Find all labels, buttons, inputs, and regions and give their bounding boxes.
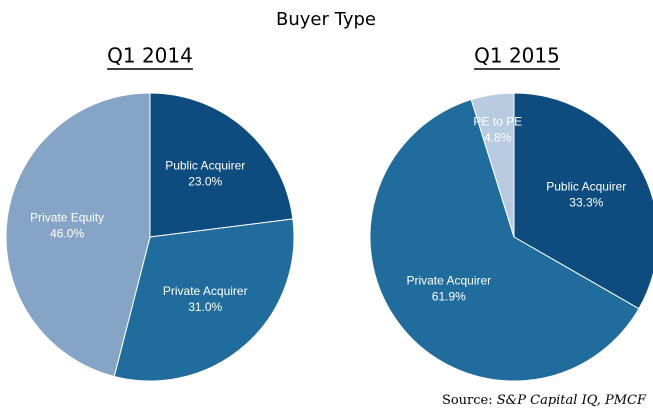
pie-slice — [149, 92, 294, 238]
slice-label: Public Acquirer — [165, 159, 245, 173]
slice-value-label: 33.3% — [569, 195, 603, 209]
pie-slice — [113, 218, 295, 382]
pie-slice — [513, 92, 653, 310]
slice-label: Public Acquirer — [546, 179, 626, 193]
slice-label: Private Acquirer — [163, 284, 248, 298]
slice-value-label: 46.0% — [50, 227, 84, 241]
source-prefix: Source: — [442, 393, 493, 408]
pie-slice — [369, 98, 640, 382]
pie-title: Q1 2015 — [474, 44, 560, 68]
pie-slice — [5, 92, 151, 378]
pie-slice — [470, 92, 515, 238]
pie-title: Q1 2014 — [107, 44, 193, 68]
source-names: S&P Capital IQ, PMCF — [497, 393, 647, 408]
slice-value-label: 61.9% — [432, 289, 466, 303]
slice-value-label: 4.8% — [484, 130, 512, 144]
slice-label: Private Equity — [30, 211, 104, 225]
slice-label: PE to PE — [473, 114, 522, 128]
slice-value-label: 31.0% — [188, 300, 222, 314]
slice-label: Private Acquirer — [406, 273, 491, 287]
page-title: Buyer Type — [276, 9, 376, 30]
source: Source: S&P Capital IQ, PMCF — [442, 393, 647, 408]
slice-value-label: 23.0% — [188, 175, 222, 189]
